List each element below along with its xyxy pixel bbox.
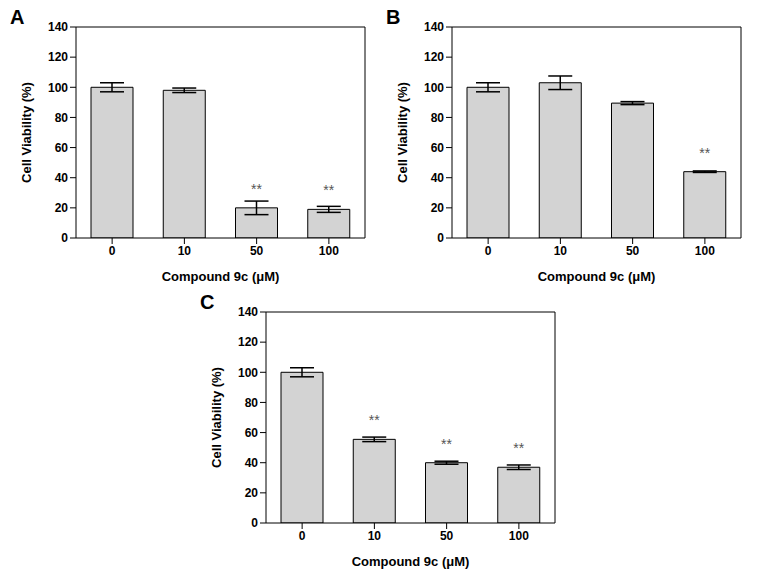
svg-text:Cell Viability (%): Cell Viability (%): [19, 82, 34, 183]
svg-text:100: 100: [695, 244, 715, 258]
svg-text:0: 0: [61, 231, 68, 245]
svg-text:140: 140: [48, 20, 68, 34]
svg-text:Compound 9c (μM): Compound 9c (μM): [162, 269, 280, 284]
svg-text:120: 120: [424, 50, 444, 64]
svg-text:60: 60: [431, 141, 445, 155]
svg-text:**: **: [699, 145, 710, 161]
svg-text:Cell Viability (%): Cell Viability (%): [209, 367, 224, 468]
svg-text:0: 0: [437, 231, 444, 245]
html-text:B: B: [386, 6, 401, 28]
svg-text:40: 40: [245, 456, 259, 470]
svg-text:60: 60: [245, 426, 259, 440]
svg-text:20: 20: [55, 201, 69, 215]
svg-text:40: 40: [431, 171, 445, 185]
svg-text:140: 140: [424, 20, 444, 34]
svg-text:40: 40: [55, 171, 69, 185]
svg-text:0: 0: [109, 244, 116, 258]
svg-text:140: 140: [238, 305, 258, 319]
svg-text:50: 50: [250, 244, 264, 258]
svg-text:0: 0: [251, 516, 258, 530]
svg-text:80: 80: [431, 111, 445, 125]
svg-text:10: 10: [554, 244, 568, 258]
html-text:A: A: [10, 6, 25, 28]
svg-text:**: **: [323, 182, 334, 198]
svg-text:0: 0: [299, 529, 306, 543]
svg-text:Compound 9c (μM): Compound 9c (μM): [352, 554, 470, 569]
svg-text:10: 10: [368, 529, 382, 543]
svg-text:**: **: [369, 412, 380, 428]
svg-text:120: 120: [48, 50, 68, 64]
svg-text:**: **: [513, 440, 524, 456]
svg-text:20: 20: [245, 486, 259, 500]
svg-text:**: **: [441, 436, 452, 452]
svg-text:50: 50: [626, 244, 640, 258]
svg-text:20: 20: [431, 201, 445, 215]
html-text:C: C: [200, 291, 215, 313]
svg-text:80: 80: [55, 111, 69, 125]
svg-text:100: 100: [509, 529, 529, 543]
svg-text:**: **: [251, 181, 262, 197]
svg-text:80: 80: [245, 396, 259, 410]
svg-text:10: 10: [178, 244, 192, 258]
svg-text:120: 120: [238, 335, 258, 349]
svg-text:0: 0: [485, 244, 492, 258]
svg-text:50: 50: [440, 529, 454, 543]
svg-text:60: 60: [55, 141, 69, 155]
svg-text:100: 100: [424, 81, 444, 95]
svg-text:Cell Viability (%): Cell Viability (%): [395, 82, 410, 183]
svg-text:100: 100: [238, 366, 258, 380]
svg-text:100: 100: [48, 81, 68, 95]
svg-text:100: 100: [319, 244, 339, 258]
svg-text:Compound 9c (μM): Compound 9c (μM): [538, 269, 656, 284]
